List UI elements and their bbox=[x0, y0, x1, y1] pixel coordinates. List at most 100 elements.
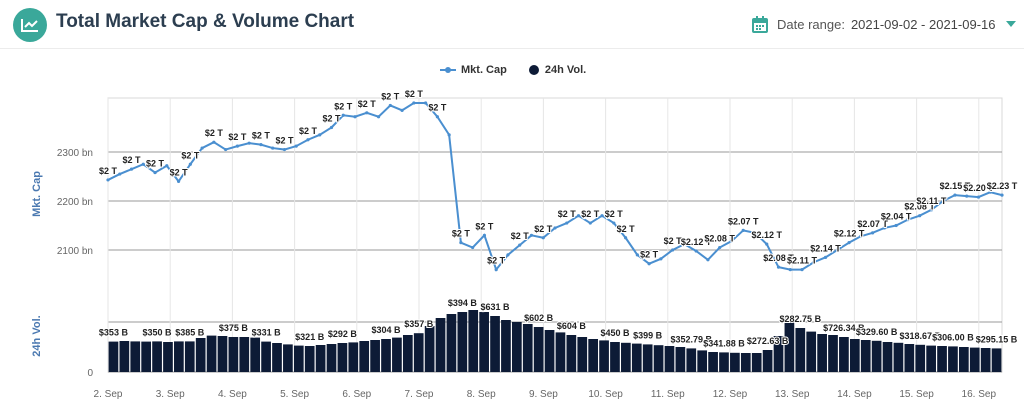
x-tick-label: 11. Sep bbox=[651, 389, 685, 400]
mktcap-data-label: $2 T bbox=[123, 155, 142, 165]
x-tick-label: 16. Sep bbox=[962, 389, 997, 400]
volume-bar bbox=[184, 341, 195, 372]
mktcap-point bbox=[365, 111, 369, 115]
legend-item-mktcap[interactable]: Mkt. Cap bbox=[440, 64, 507, 76]
mktcap-point bbox=[588, 221, 592, 225]
mktcap-data-label: $2 T bbox=[299, 126, 318, 136]
volume-bar bbox=[533, 327, 544, 372]
mktcap-data-label: $2.08 T bbox=[704, 234, 735, 244]
mktcap-data-label: $2 T bbox=[605, 209, 624, 219]
mktcap-data-label: $2 T bbox=[146, 159, 165, 169]
volume-bar bbox=[152, 341, 162, 372]
date-range-label: Date range: bbox=[777, 16, 845, 32]
mktcap-data-label: $2 T bbox=[170, 167, 189, 177]
y-tick-label: 2200 bn bbox=[57, 197, 93, 208]
mktcap-point bbox=[224, 147, 228, 152]
mktcap-data-label: $2.12 T bbox=[751, 230, 782, 240]
volume-bar bbox=[817, 334, 827, 372]
y-tick-label: 2100 bn bbox=[57, 246, 93, 257]
mktcap-data-label: $2 T bbox=[558, 209, 577, 219]
volume-data-label: $321 B bbox=[295, 332, 325, 342]
date-range-picker[interactable]: Date range: 2021-09-02 - 2021-09-16 bbox=[752, 14, 1016, 34]
mktcap-data-label: $2.04 T bbox=[881, 212, 912, 222]
mktcap-point bbox=[294, 144, 298, 148]
volume-bar bbox=[839, 337, 849, 372]
mktcap-data-label: $2 T bbox=[181, 150, 200, 160]
mktcap-data-label: $2 T bbox=[640, 250, 659, 260]
mktcap-point bbox=[447, 133, 451, 137]
mktcap-point bbox=[529, 233, 534, 237]
mktcap-point bbox=[988, 190, 992, 194]
mktcap-point bbox=[812, 260, 816, 264]
plot-frame bbox=[107, 97, 1003, 373]
volume-data-label: $350 B bbox=[143, 327, 173, 337]
mktcap-point bbox=[553, 226, 557, 230]
calendar-icon bbox=[752, 15, 768, 33]
x-tick-label: 5. Sep bbox=[280, 389, 309, 400]
volume-bar bbox=[849, 339, 860, 372]
circle-series-icon bbox=[528, 65, 539, 75]
mktcap-data-label: $2 T bbox=[405, 89, 424, 99]
date-range-value[interactable]: 2021-09-02 - 2021-09-16 bbox=[850, 16, 996, 32]
volume-bar bbox=[348, 342, 359, 372]
volume-bar bbox=[490, 316, 500, 372]
y-tick-label-volume: 0 bbox=[87, 368, 93, 379]
mktcap-point bbox=[259, 143, 263, 147]
mktcap-data-label: $2 T bbox=[475, 221, 494, 231]
mktcap-point bbox=[494, 268, 498, 272]
x-tick-label: 10. Sep bbox=[588, 389, 623, 400]
mktcap-data-label: $2 T bbox=[581, 209, 600, 219]
volume-data-label: $292 B bbox=[328, 329, 358, 339]
volume-data-label: $304 B bbox=[371, 325, 401, 335]
volume-bar bbox=[326, 344, 337, 372]
data-labels: $2 T $2 T $2 T $2 T $2 T $2 T $2 T $2 T $2 T $2 T… bbox=[98, 88, 1019, 349]
volume-bars bbox=[108, 310, 1002, 372]
mktcap-point bbox=[623, 236, 628, 240]
volume-bar bbox=[174, 341, 184, 372]
mktcap-data-label: $2.12 T bbox=[834, 229, 865, 239]
volume-bar bbox=[283, 344, 293, 372]
chart-legend: Mkt. Cap 24h Vol. bbox=[440, 64, 608, 76]
mktcap-data-label: $2 T bbox=[275, 136, 294, 146]
mktcap-data-label: $2 T bbox=[487, 256, 506, 266]
mktcap-data-label: $2 T bbox=[334, 101, 353, 111]
volume-bar bbox=[882, 342, 893, 372]
volume-bar bbox=[915, 344, 926, 372]
mktcap-data-label: $2 T bbox=[252, 131, 271, 141]
mktcap-point bbox=[1000, 193, 1004, 197]
mktcap-point bbox=[388, 103, 392, 108]
x-tick-label: 3. Sep bbox=[156, 389, 185, 400]
volume-bar bbox=[501, 320, 511, 372]
mktcap-point bbox=[424, 101, 428, 105]
volume-bar bbox=[479, 312, 489, 372]
x-tick-label: 4. Sep bbox=[218, 389, 247, 400]
caret-down-icon[interactable] bbox=[1005, 21, 1016, 27]
volume-bar bbox=[980, 348, 991, 372]
mktcap-data-label: $2 T bbox=[228, 132, 247, 142]
mktcap-point bbox=[353, 115, 357, 119]
volume-data-label: $357 B bbox=[404, 319, 434, 329]
x-tick-label: 9. Sep bbox=[529, 389, 558, 400]
mktcap-point bbox=[647, 262, 651, 266]
mktcap-point bbox=[271, 146, 275, 150]
volume-data-label: $385 B bbox=[175, 327, 205, 337]
mktcap-point bbox=[894, 223, 898, 228]
mktcap-point bbox=[176, 179, 181, 183]
mktcap-point bbox=[329, 125, 334, 130]
volume-bar bbox=[958, 347, 969, 372]
x-tick-label: 15. Sep bbox=[899, 389, 934, 400]
volume-bar bbox=[653, 345, 664, 372]
volume-bar bbox=[108, 341, 119, 372]
mktcap-data-label: $2.11 T bbox=[787, 256, 818, 266]
mktcap-data-label: $2 T bbox=[381, 91, 400, 101]
page-title: Total Market Cap & Volume Chart bbox=[56, 11, 355, 32]
mktcap-point bbox=[882, 226, 886, 230]
volume-bar bbox=[686, 348, 697, 372]
legend-item-volume[interactable]: 24h Vol. bbox=[528, 64, 586, 76]
volume-bar bbox=[740, 353, 751, 372]
mktcap-data-label: $2 T bbox=[205, 128, 224, 138]
volume-bar bbox=[871, 340, 882, 372]
volume-bar bbox=[402, 335, 413, 372]
volume-bar bbox=[250, 337, 261, 372]
